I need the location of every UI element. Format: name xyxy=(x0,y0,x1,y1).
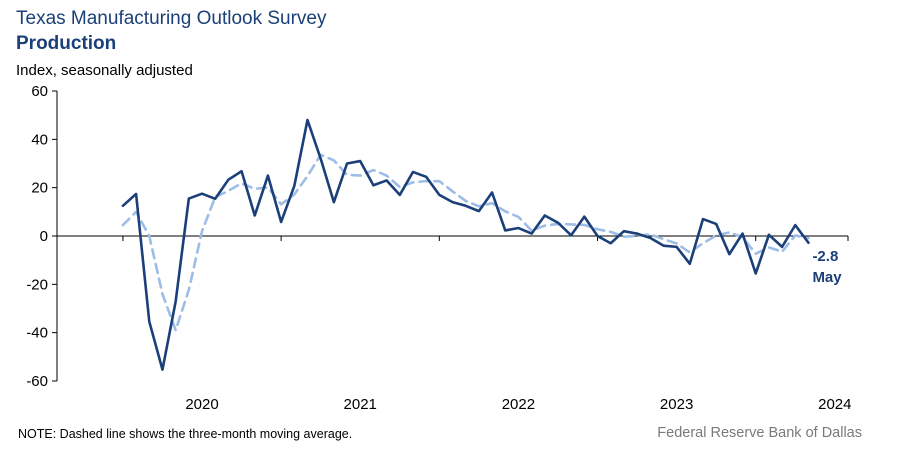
latest-value-label: -2.8 xyxy=(812,248,838,265)
y-tick-label: -60 xyxy=(26,373,48,390)
x-tick-label: 2022 xyxy=(502,396,535,413)
x-tick-label: 2024 xyxy=(818,396,851,413)
footnote: NOTE: Dashed line shows the three-month … xyxy=(18,427,353,441)
y-tick-label: 60 xyxy=(31,83,48,100)
series-layer xyxy=(121,118,810,371)
y-tick-label: 20 xyxy=(31,180,48,197)
y-tick-label: -40 xyxy=(26,325,48,342)
x-tick-label: 2021 xyxy=(344,396,377,413)
latest-month-label: May xyxy=(812,269,842,286)
y-tick-label: 40 xyxy=(31,131,48,148)
production-index-line xyxy=(121,118,810,371)
source-credit: Federal Reserve Bank of Dallas xyxy=(657,425,862,441)
x-tick-label: 2020 xyxy=(185,396,218,413)
chart-title: Texas Manufacturing Outlook Survey xyxy=(16,8,327,29)
y-axis-label: Index, seasonally adjusted xyxy=(16,62,193,79)
axes: 60 40 20 0 -20 -40 -60 2020 2021 2022 2023 2024 xyxy=(26,83,851,413)
moving-average-line xyxy=(121,153,810,332)
chart-subtitle: Production xyxy=(16,33,117,54)
x-tick-label: 2023 xyxy=(660,396,693,413)
y-tick-label: -20 xyxy=(26,276,48,293)
y-tick-label: 0 xyxy=(40,228,48,245)
